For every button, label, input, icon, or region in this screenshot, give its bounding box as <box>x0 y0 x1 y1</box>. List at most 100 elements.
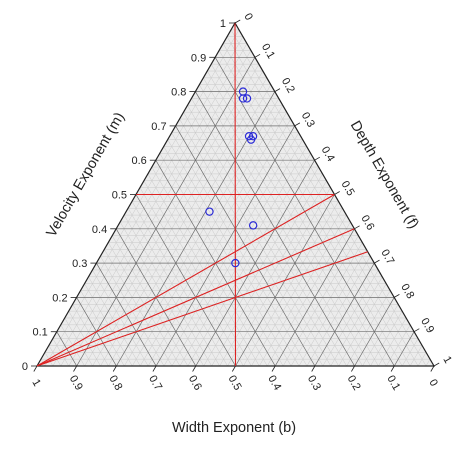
width-tick <box>152 365 157 372</box>
velocity-tick-label: 0.4 <box>92 224 107 236</box>
minor-gridline-depth <box>171 139 303 367</box>
minor-gridline-depth <box>346 290 391 367</box>
minor-gridline-depth <box>211 173 323 367</box>
minor-gridline-depth <box>140 112 287 367</box>
minor-gridline-depth <box>108 84 272 367</box>
width-tick <box>33 365 38 372</box>
velocity-tick-label: 0.1 <box>33 327 48 339</box>
minor-gridline-depth <box>417 352 427 367</box>
velocity-tick-label: 0.2 <box>52 292 67 304</box>
minor-gridline-depth <box>179 146 307 367</box>
major-gridline-depth <box>393 331 415 367</box>
depth-tick <box>433 362 440 367</box>
depth-tick-label: 1 <box>440 354 453 365</box>
minor-gridline-depth <box>378 317 407 367</box>
minor-gridline-depth <box>219 180 327 367</box>
velocity-tick-label: 0.9 <box>191 52 206 64</box>
depth-tick <box>314 156 320 161</box>
depth-tick <box>234 19 241 24</box>
minor-gridline-depth <box>330 276 383 367</box>
minor-gridline-depth <box>409 345 423 367</box>
width-tick <box>112 365 117 372</box>
reference-line-3 <box>36 194 335 367</box>
velocity-tick-label: 0 <box>22 361 28 373</box>
depth-tick-label: 0.1 <box>259 42 277 61</box>
depth-tick-label: 0.3 <box>299 110 317 129</box>
depth-tick-label: 0.7 <box>378 247 396 266</box>
depth-tick <box>334 191 340 195</box>
width-tick <box>311 365 316 372</box>
velocity-tick-label: 0.5 <box>112 190 127 202</box>
minor-gridline-depth <box>92 70 264 367</box>
data-point-6 <box>246 135 256 144</box>
velocity-tick-label: 0.7 <box>151 121 166 133</box>
minor-gridline-depth <box>282 235 359 367</box>
width-tick-label: 0.9 <box>67 373 85 392</box>
depth-tick <box>374 259 380 264</box>
depth-tick-label: 0.2 <box>279 76 297 95</box>
depth-axis-title: Depth Exponent (f) <box>347 118 422 231</box>
width-tick-label: 0.5 <box>226 373 244 392</box>
width-tick <box>192 365 197 372</box>
width-tick-label: 0.7 <box>146 373 164 392</box>
velocity-tick-label: 0.3 <box>72 258 87 270</box>
data-point-7 <box>205 207 214 216</box>
reference-line-5 <box>36 251 368 367</box>
depth-tick <box>354 225 360 230</box>
width-tick-label: 0.3 <box>305 373 323 392</box>
width-tick-label: 0.4 <box>265 373 283 392</box>
minor-gridline-depth <box>251 208 343 367</box>
minor-gridline-depth <box>259 214 347 367</box>
depth-tick <box>274 88 281 92</box>
reference-line-4 <box>36 228 355 367</box>
depth-tick <box>294 122 301 127</box>
major-gridline-depth <box>76 57 256 367</box>
width-tick <box>231 365 236 372</box>
width-tick-label: 0.2 <box>345 373 363 392</box>
data-points <box>205 87 258 268</box>
width-tick <box>390 365 395 372</box>
depth-tick <box>254 53 261 58</box>
depth-tick-label: 0.4 <box>319 145 337 164</box>
minor-gridline-depth <box>402 338 419 367</box>
data-point-3 <box>242 94 252 103</box>
width-tick-label: 0.8 <box>106 373 124 392</box>
width-axis-title: Width Exponent (b) <box>172 420 296 436</box>
velocity-tick-label: 0.8 <box>171 87 186 99</box>
depth-tick-label: 0.5 <box>339 179 357 198</box>
width-tick-label: 1 <box>29 377 42 388</box>
depth-tick-label: 0.8 <box>398 282 416 301</box>
depth-tick-label: 0.9 <box>418 316 436 335</box>
major-gridline-depth <box>314 262 375 367</box>
width-tick-label: 0.1 <box>384 373 402 392</box>
minor-gridline-depth <box>322 269 379 367</box>
depth-tick-label: 0.6 <box>358 213 376 232</box>
data-point-9 <box>231 258 240 268</box>
major-gridline-depth <box>354 297 395 367</box>
data-point-8 <box>248 221 258 230</box>
minor-gridline-depth <box>203 166 319 367</box>
width-tick <box>271 365 276 372</box>
depth-tick-label: 0 <box>241 11 254 22</box>
minor-gridline-depth <box>425 359 431 367</box>
minor-gridline-depth <box>187 153 311 367</box>
velocity-tick-label: 0.6 <box>132 155 147 167</box>
velocity-tick-label: 1 <box>220 18 226 30</box>
data-point-2 <box>238 94 248 103</box>
minor-gridline-depth <box>306 256 371 367</box>
width-tick-label: 0.6 <box>186 373 204 392</box>
depth-tick <box>394 294 400 298</box>
minor-gridline-depth <box>267 221 351 367</box>
width-tick-label: 0 <box>426 377 439 388</box>
minor-gridline-depth <box>362 304 399 367</box>
minor-gridline-depth <box>60 43 248 367</box>
major-gridline-depth <box>155 125 296 367</box>
width-tick <box>430 365 435 372</box>
major-gridline-depth <box>274 228 355 367</box>
width-tick <box>351 365 355 372</box>
minor-gridline-depth <box>44 29 240 367</box>
velocity-axis-title: Velocity Exponent (m) <box>44 110 128 240</box>
depth-tick <box>413 328 420 333</box>
reference-lines <box>36 22 368 367</box>
